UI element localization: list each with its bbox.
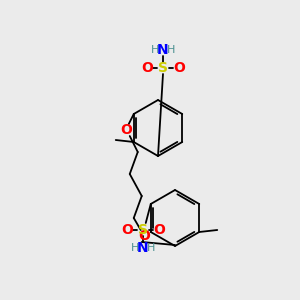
Text: O: O [153,223,165,237]
Text: O: O [121,223,133,237]
Text: O: O [120,123,132,137]
Text: H: H [130,243,139,253]
Text: S: S [138,223,148,237]
Text: O: O [141,61,153,75]
Text: N: N [157,43,169,57]
Text: H: H [147,243,155,253]
Text: O: O [173,61,185,75]
Text: H: H [151,45,159,55]
Text: N: N [137,241,148,255]
Text: S: S [158,61,168,75]
Text: O: O [138,229,150,243]
Text: H: H [167,45,175,55]
